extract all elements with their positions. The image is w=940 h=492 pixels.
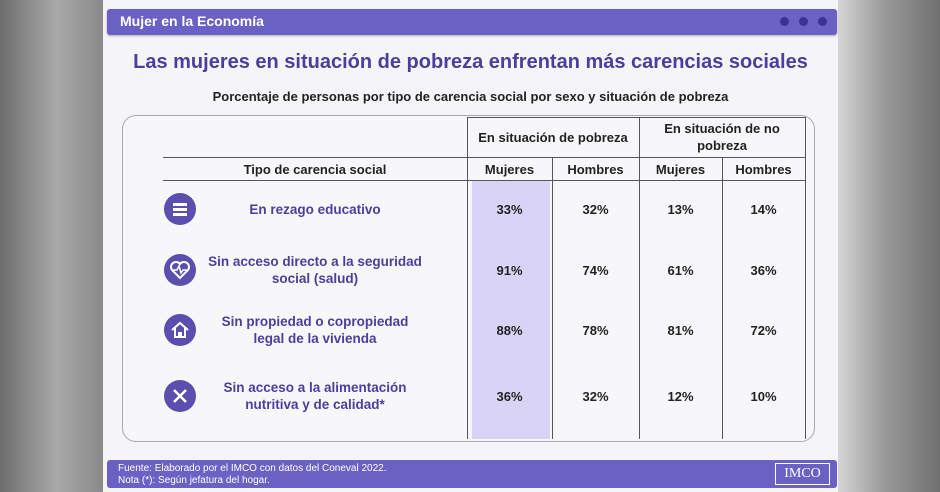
section-title: Mujer en la Economía <box>120 13 264 29</box>
subtitle: Porcentaje de personas por tipo de caren… <box>212 89 729 104</box>
row-icon <box>164 193 196 225</box>
column-header: Mujeres <box>484 161 535 177</box>
cell-value: 78% <box>582 322 609 338</box>
column-header: Hombres <box>735 161 792 177</box>
cell-value: 61% <box>667 262 694 278</box>
row-icon <box>164 314 196 346</box>
row-icon <box>164 380 196 412</box>
cell-value: 14% <box>750 201 777 217</box>
row-icon <box>164 254 196 286</box>
cell-value: 32% <box>582 388 609 404</box>
footer-bar <box>107 460 837 488</box>
column-rule <box>467 117 468 439</box>
cell-value: 36% <box>496 388 523 404</box>
row-label: Sin propiedad o copropiedad legal de la … <box>221 314 409 346</box>
note: Nota (*): Según jefatura del hogar. <box>118 475 270 486</box>
row-label: Sin acceso a la alimentación nutritiva y… <box>223 380 407 412</box>
column-rule <box>722 157 723 439</box>
row-label: En rezago educativo <box>249 201 381 217</box>
cell-value: 12% <box>667 388 694 404</box>
menu-dot <box>799 17 808 26</box>
logo: IMCO <box>775 463 830 485</box>
cell-value: 33% <box>496 201 523 217</box>
column-header: Mujeres <box>655 161 706 177</box>
cell-value: 72% <box>750 322 777 338</box>
group-header: En situación de pobreza <box>478 129 628 145</box>
section-bar <box>107 9 837 35</box>
title: Las mujeres en situación de pobreza enfr… <box>133 51 808 73</box>
menu-dot <box>818 17 827 26</box>
column-highlight <box>472 181 550 439</box>
rule <box>467 117 805 118</box>
row-label: Sin acceso directo a la seguridad social… <box>208 254 422 286</box>
rule <box>163 180 805 181</box>
cell-value: 36% <box>750 262 777 278</box>
cell-value: 10% <box>750 388 777 404</box>
group-header: En situación de no pobreza <box>664 121 780 153</box>
column-header: Hombres <box>567 161 624 177</box>
column-header: Tipo de carencia social <box>243 161 387 177</box>
menu-dot <box>780 17 789 26</box>
rule <box>163 157 805 158</box>
cell-value: 32% <box>582 201 609 217</box>
column-rule <box>552 157 553 439</box>
cell-value: 88% <box>496 322 523 338</box>
column-rule <box>639 117 640 439</box>
source: Fuente: Elaborado por el IMCO con datos … <box>118 463 387 474</box>
table-frame <box>122 115 815 442</box>
cell-value: 13% <box>667 201 694 217</box>
cell-value: 74% <box>582 262 609 278</box>
cell-value: 91% <box>496 262 523 278</box>
column-rule <box>805 117 806 439</box>
cell-value: 81% <box>667 322 694 338</box>
